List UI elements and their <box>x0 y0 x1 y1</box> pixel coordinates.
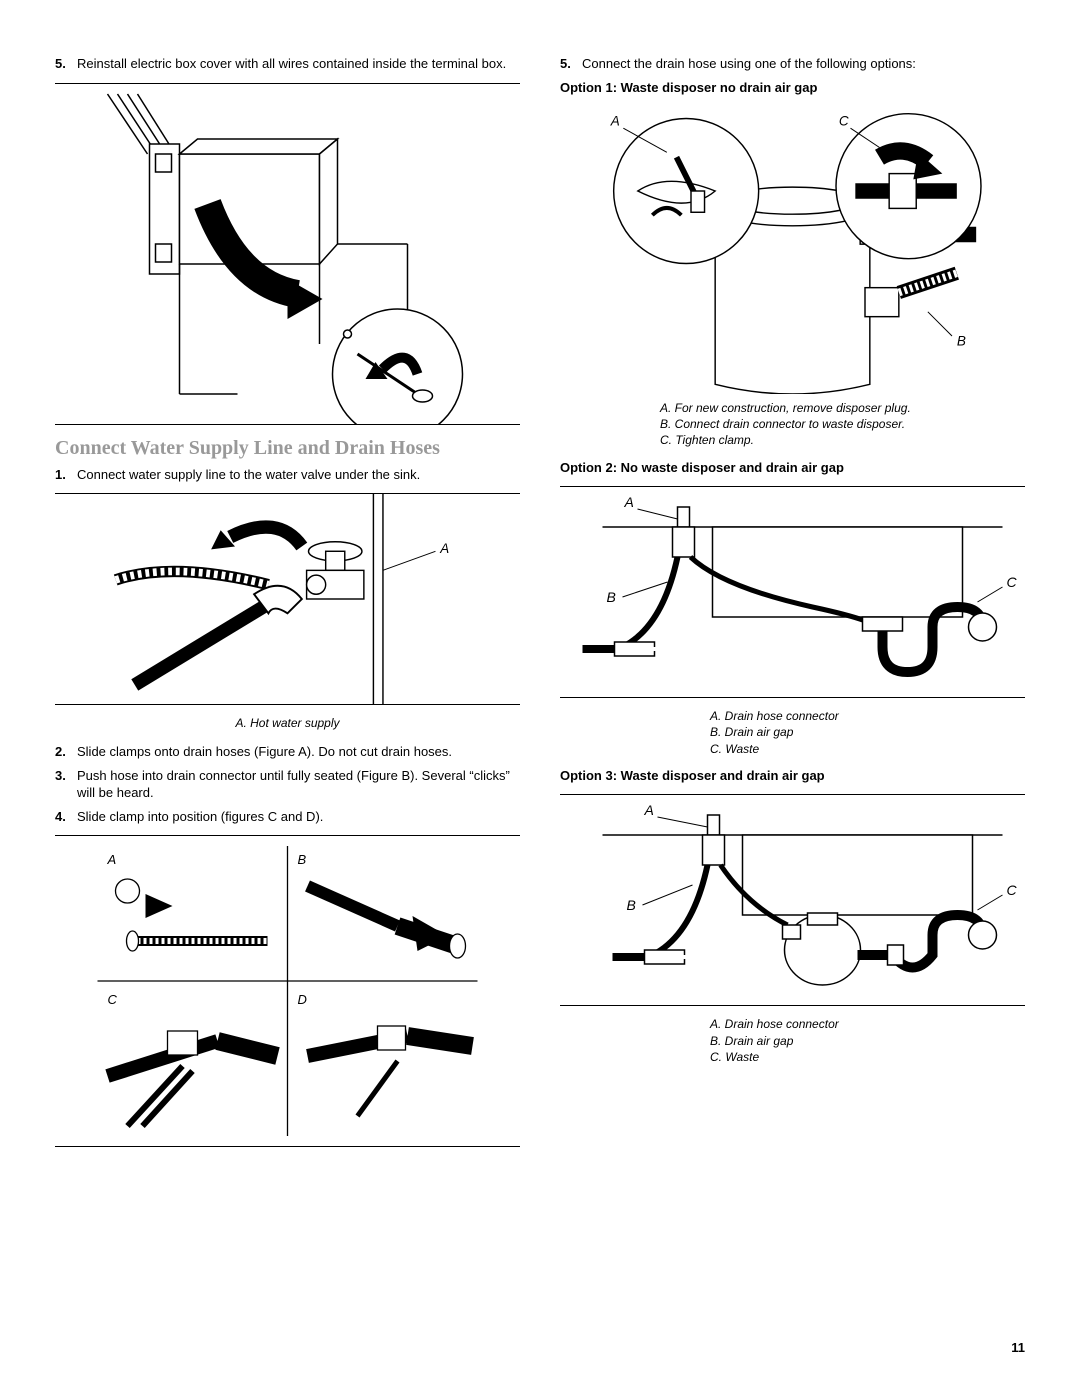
step-text: Push hose into drain connector until ful… <box>77 767 520 802</box>
page-number: 11 <box>1011 1339 1025 1357</box>
step-1: 1. Connect water supply line to the wate… <box>55 466 520 484</box>
option2-title: Option 2: No waste disposer and drain ai… <box>560 459 1025 477</box>
label-b: B <box>607 589 616 605</box>
label-c: C <box>839 113 849 128</box>
label-a: A <box>624 494 634 510</box>
step-number: 4. <box>55 808 77 826</box>
figure-hose-steps: A B C D <box>55 835 520 1147</box>
quad-label-d: D <box>298 992 307 1007</box>
label-c: C <box>1007 574 1018 590</box>
label-c: C <box>1007 882 1018 898</box>
figure-caption: A. Hot water supply <box>55 715 520 731</box>
step-4: 4. Slide clamp into position (figures C … <box>55 808 520 826</box>
figure-option3: A B C <box>560 794 1025 1006</box>
option2-caption: A. Drain hose connector B. Drain air gap… <box>710 708 1025 757</box>
step-2: 2. Slide clamps onto drain hoses (Figure… <box>55 743 520 761</box>
step-text: Connect water supply line to the water v… <box>77 466 520 484</box>
step-3: 3. Push hose into drain connector until … <box>55 767 520 802</box>
figure-option1: A B C <box>560 104 1025 394</box>
step-connect-drain: 5. Connect the drain hose using one of t… <box>560 55 1025 73</box>
step-text: Slide clamp into position (figures C and… <box>77 808 520 826</box>
label-b: B <box>627 897 636 913</box>
step-number: 5. <box>55 55 77 73</box>
step-text: Slide clamps onto drain hoses (Figure A)… <box>77 743 520 761</box>
section-title: Connect Water Supply Line and Drain Hose… <box>55 435 520 462</box>
step-reinstall-cover: 5. Reinstall electric box cover with all… <box>55 55 520 73</box>
quad-label-b: B <box>298 852 307 867</box>
step-number: 2. <box>55 743 77 761</box>
quad-label-a: A <box>107 852 117 867</box>
quad-label-c: C <box>108 992 118 1007</box>
label-b: B <box>957 334 966 349</box>
label-a: A <box>439 541 449 556</box>
figure-option2: A B C <box>560 486 1025 698</box>
option1-title: Option 1: Waste disposer no drain air ga… <box>560 79 1025 97</box>
option3-title: Option 3: Waste disposer and drain air g… <box>560 767 1025 785</box>
step-text: Reinstall electric box cover with all wi… <box>77 55 520 73</box>
step-number: 5. <box>560 55 582 73</box>
label-a: A <box>644 802 654 818</box>
step-text: Connect the drain hose using one of the … <box>582 55 1025 73</box>
step-number: 3. <box>55 767 77 802</box>
option3-caption: A. Drain hose connector B. Drain air gap… <box>710 1016 1025 1065</box>
figure-water-supply: A <box>55 493 520 705</box>
label-a: A <box>610 113 620 128</box>
figure-electric-box <box>55 83 520 425</box>
option1-caption: A. For new construction, remove disposer… <box>660 400 1025 449</box>
step-number: 1. <box>55 466 77 484</box>
